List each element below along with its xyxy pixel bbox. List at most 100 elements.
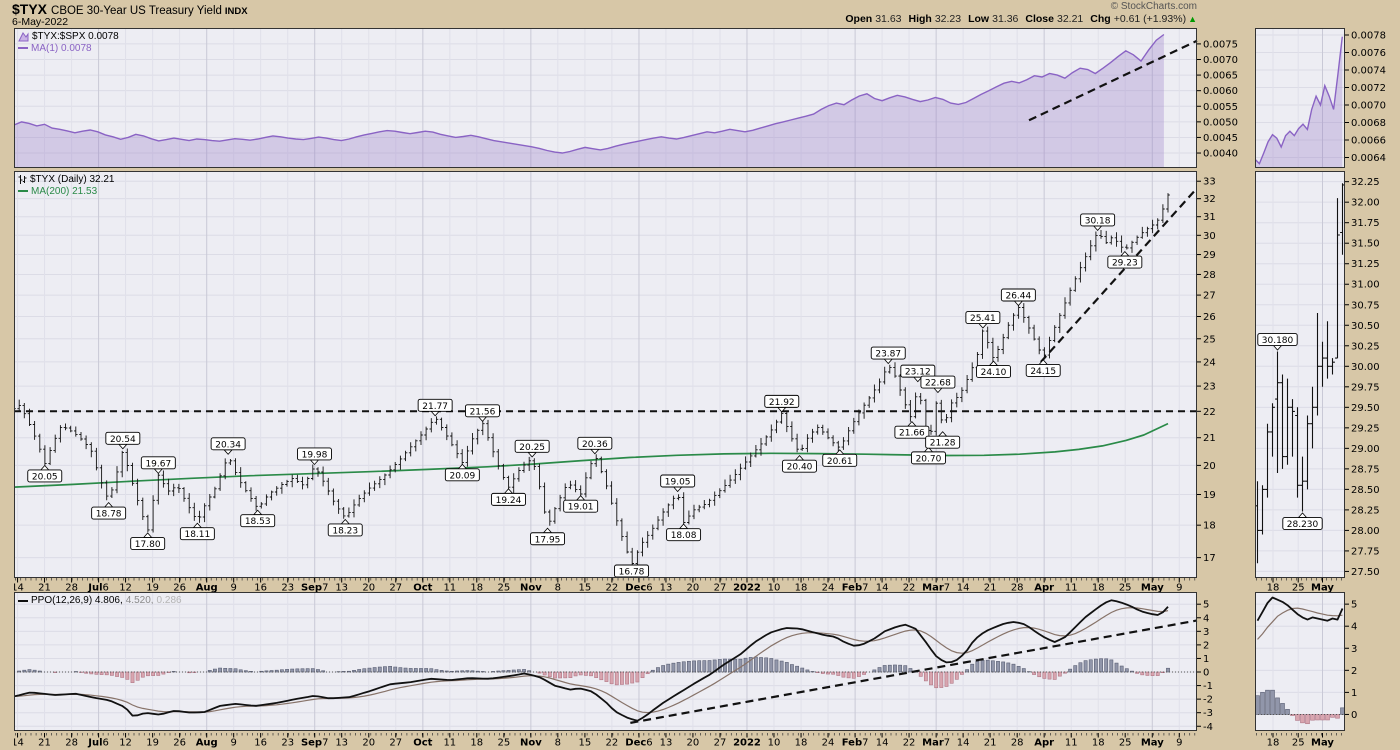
callout-box — [105, 431, 141, 445]
callout-box — [1107, 255, 1143, 269]
x-axis-label: 21 — [984, 738, 997, 749]
callout-box — [900, 364, 936, 378]
ppo-histogram-bar — [1155, 671, 1160, 676]
ppo-histogram-bar — [398, 667, 403, 673]
ppo-histogram-bar — [1083, 660, 1088, 673]
y-axis-label: 27.50 — [1351, 567, 1380, 578]
y-axis-label: 5 — [1351, 600, 1357, 611]
exchange-label: INDX — [224, 6, 248, 17]
panel-border — [14, 592, 1197, 731]
x-axis-label: 24 — [822, 738, 835, 749]
ppo-histogram-bar — [1300, 714, 1305, 724]
x-axis-label: 2022 — [733, 738, 761, 749]
ppo-histogram-bar — [1073, 665, 1078, 673]
ppo-histogram-bar — [527, 670, 532, 673]
x-axis-label: 2022 — [733, 583, 761, 593]
open-label: Open — [845, 13, 873, 25]
ppo-histogram-bar — [779, 660, 784, 673]
ppo-histogram-bar — [388, 666, 392, 673]
y-axis-label: 27.75 — [1351, 546, 1380, 557]
x-axis-label: 14 — [876, 583, 889, 593]
ppo-histogram-bar — [413, 668, 418, 673]
chart-title: $TYX CBOE 30-Year US Treasury Yield INDX — [12, 1, 248, 19]
ppo-histogram-bar — [1290, 714, 1295, 716]
callout-box — [179, 527, 215, 541]
x-axis-label: 28 — [65, 583, 78, 593]
ppo-histogram-bar — [393, 666, 398, 673]
ppo-histogram-bar — [1320, 714, 1325, 721]
callout-box — [240, 514, 276, 528]
y-axis-label: 32 — [1203, 194, 1216, 205]
ppo-histogram-bar — [377, 666, 382, 673]
x-axis-label: May — [1311, 583, 1334, 593]
ppo-histogram-bar — [960, 671, 964, 675]
x-axis-label: Sep7 — [301, 583, 329, 593]
x-axis-label: 11 — [443, 738, 456, 749]
x-axis-label: 19 — [146, 738, 159, 749]
ppo-histogram-bar — [656, 667, 660, 673]
ppo-histogram-bar — [939, 671, 944, 688]
y-axis-label: 18 — [1203, 521, 1216, 532]
callout-box — [130, 537, 166, 550]
callout-label: 20.70 — [916, 454, 942, 464]
ohlc-bars — [1255, 183, 1345, 564]
panel-border — [14, 28, 1197, 168]
ppo-histogram-bar — [439, 670, 444, 673]
stockcharts-credit: © StockCharts.com — [1110, 1, 1197, 12]
ratio-zoom-chart: 0.0078 0.0076 0.0074 0.0072 0.0070 0.0068 0.00… — [1255, 28, 1386, 168]
ppo-histogram-bar — [784, 662, 789, 673]
quote-line: Open 31.63 High 32.23 Low 31.36 Close 32.21 Chg +… — [838, 13, 1197, 25]
x-axis-label: 18 — [1092, 583, 1105, 593]
x-axis-label: 23 — [281, 738, 294, 749]
callout-label: 20.54 — [110, 435, 136, 445]
ppo-histogram-bar — [836, 671, 841, 676]
y-axis-label: 28.75 — [1351, 464, 1380, 475]
ppo-histogram-bar — [625, 671, 629, 685]
ppo-histogram-bar — [290, 668, 295, 673]
ppo-histogram-bar — [903, 665, 908, 673]
ppo-histogram-bar — [362, 668, 367, 673]
y-axis-label: 32.00 — [1351, 198, 1380, 209]
ppo-histogram-bar — [661, 665, 666, 673]
ppo-histogram-bar — [558, 671, 562, 679]
callout-box — [965, 311, 1001, 324]
y-axis-label: 31.00 — [1351, 280, 1380, 291]
x-axis-label: 20 — [687, 583, 700, 593]
ppo-histogram-bar — [506, 670, 511, 673]
ppo-histogram-bar — [1011, 663, 1016, 673]
ppo-histogram-bar — [424, 668, 429, 673]
callout-box — [91, 506, 127, 520]
ppo-histogram-bar — [146, 671, 150, 677]
ohlc-bars — [14, 193, 1170, 570]
y-axis-label: 0.0065 — [1203, 71, 1238, 82]
y-axis-label: 28.25 — [1351, 505, 1380, 516]
callout-box — [1000, 288, 1036, 302]
panel-border — [1255, 28, 1345, 168]
ppo-histogram-bar — [609, 671, 614, 685]
x-axis-label: Feb7 — [842, 738, 869, 749]
y-axis-label: 29.50 — [1351, 403, 1380, 414]
y-axis-label: 32.25 — [1351, 177, 1380, 188]
x-axis-label: 11 — [1065, 583, 1078, 593]
callout-box — [764, 394, 800, 408]
callout-label: 21.28 — [930, 439, 956, 449]
callout-box — [660, 474, 696, 488]
ppo-histogram-bar — [274, 669, 279, 673]
ppo-histogram-bar — [764, 657, 769, 673]
y-axis-label: 27 — [1203, 291, 1216, 302]
ppo-histogram-bar — [908, 668, 913, 673]
y-axis-label: 30.25 — [1351, 341, 1380, 352]
ppo-histogram-bar — [120, 671, 125, 678]
x-axis-label: 14 — [876, 738, 889, 749]
ppo-histogram-bar — [589, 671, 593, 677]
callout-box — [925, 435, 961, 449]
panel-bg — [14, 592, 1197, 731]
ppo-histogram-bar — [372, 667, 377, 673]
ppo-zoom-chart: 5 4 3 2 1 0 — [1255, 592, 1357, 731]
ppo-histogram-bar — [1057, 671, 1062, 677]
ratio-area-fill — [1255, 36, 1343, 168]
chg-value: +0.61 (+1.93%) — [1113, 13, 1187, 25]
x-axis-label: 22 — [606, 738, 619, 749]
minor-ticks — [1256, 578, 1342, 581]
